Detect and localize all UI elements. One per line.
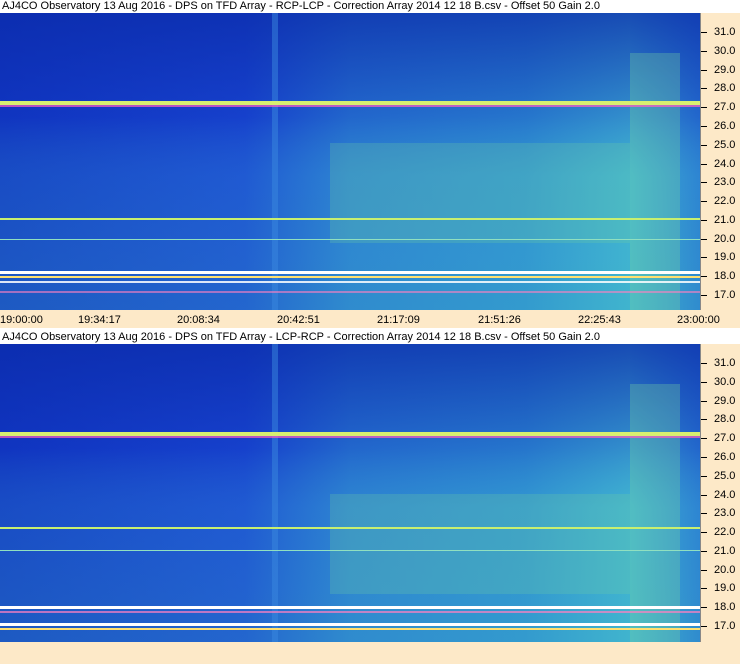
time-label: 20:08:34 [177,314,220,326]
freq-label: 31.0 [714,357,736,369]
freq-label: 29.0 [714,64,736,76]
freq-label: 21.0 [714,214,736,226]
panel-title-lcp-rcp: AJ4CO Observatory 13 Aug 2016 - DPS on T… [0,331,740,344]
freq-label: 30.0 [714,376,736,388]
bottom-bar [0,642,740,664]
spectrogram-panel-rcp-lcp: 31.0 30.0 29.0 28.0 27.0 26.0 25.0 24.0 … [0,13,740,310]
time-label: 22:25:43 [578,314,621,326]
spectrogram-panel-lcp-rcp: 31.0 30.0 29.0 28.0 27.0 26.0 25.0 24.0 … [0,344,740,642]
freq-label: 20.0 [714,233,736,245]
freq-label: 29.0 [714,395,736,407]
panel-title-rcp-lcp: AJ4CO Observatory 13 Aug 2016 - DPS on T… [0,0,740,13]
time-label: 19:00:00 [0,314,43,326]
freq-label: 23.0 [714,176,736,188]
freq-label: 19.0 [714,251,736,263]
freq-label: 28.0 [714,82,736,94]
freq-label: 28.0 [714,413,736,425]
time-axis: 19:00:00 19:34:17 20:08:34 20:42:51 21:1… [0,310,740,328]
freq-label: 19.0 [714,582,736,594]
freq-label: 25.0 [714,470,736,482]
freq-label: 18.0 [714,601,736,613]
frequency-scale-top: 31.0 30.0 29.0 28.0 27.0 26.0 25.0 24.0 … [700,13,740,310]
freq-label: 27.0 [714,432,736,444]
freq-label: 22.0 [714,195,736,207]
time-label: 21:51:26 [478,314,521,326]
freq-label: 30.0 [714,45,736,57]
freq-label: 17.0 [714,620,736,632]
freq-label: 31.0 [714,26,736,38]
freq-label: 24.0 [714,158,736,170]
freq-label: 22.0 [714,526,736,538]
freq-label: 26.0 [714,451,736,463]
freq-label: 20.0 [714,564,736,576]
freq-label: 17.0 [714,289,736,301]
spectrogram-lcp-rcp [0,344,700,642]
time-label: 20:42:51 [277,314,320,326]
freq-label: 27.0 [714,101,736,113]
freq-label: 21.0 [714,545,736,557]
freq-label: 25.0 [714,139,736,151]
time-label: 23:00:00 [677,314,720,326]
freq-label: 23.0 [714,507,736,519]
freq-label: 24.0 [714,489,736,501]
time-label: 21:17:09 [377,314,420,326]
spectrogram-rcp-lcp [0,13,700,310]
frequency-scale-bottom: 31.0 30.0 29.0 28.0 27.0 26.0 25.0 24.0 … [700,344,740,642]
time-label: 19:34:17 [78,314,121,326]
freq-label: 18.0 [714,270,736,282]
freq-label: 26.0 [714,120,736,132]
